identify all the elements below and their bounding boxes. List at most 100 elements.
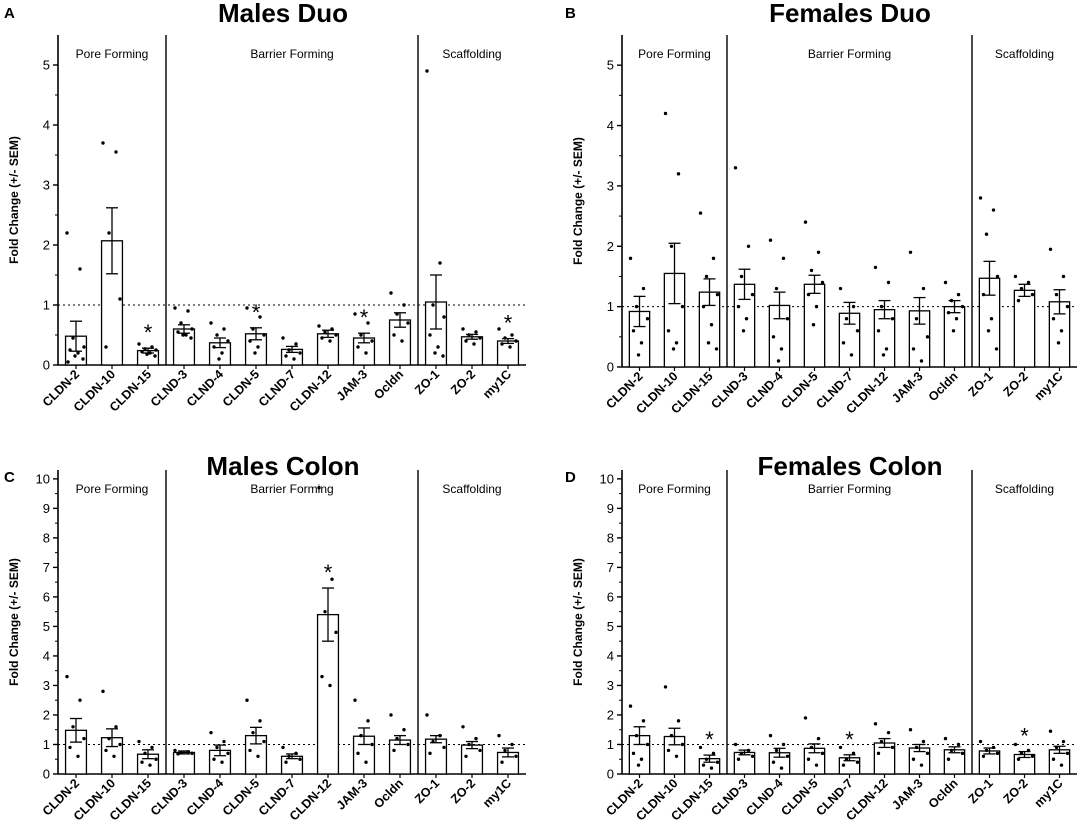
data-point <box>666 748 671 753</box>
data-point <box>436 345 440 349</box>
data-point <box>919 359 924 363</box>
data-point <box>816 250 821 255</box>
data-point <box>978 196 983 200</box>
x-tick-label: ZO-2 <box>448 776 478 806</box>
data-point <box>215 745 219 750</box>
data-point <box>876 751 881 756</box>
data-point <box>669 244 674 248</box>
data-point <box>392 333 396 337</box>
data-point <box>803 716 808 720</box>
data-point <box>140 760 144 764</box>
data-point <box>774 748 779 753</box>
x-tick-label: ZO-1 <box>966 369 996 399</box>
x-tick-label: JAM-3 <box>889 776 925 812</box>
y-tick-label: 9 <box>607 501 614 516</box>
data-point <box>402 728 406 732</box>
data-point <box>226 339 230 343</box>
data-point <box>960 304 965 309</box>
data-point <box>442 315 446 319</box>
data-point <box>628 256 633 261</box>
significance-star: * <box>845 727 854 752</box>
y-tick-label: 4 <box>43 118 50 133</box>
data-point <box>1026 748 1031 753</box>
y-tick-label: 8 <box>43 530 50 545</box>
data-point <box>674 341 679 345</box>
data-point <box>112 754 116 758</box>
data-point <box>1026 280 1031 285</box>
data-point <box>636 763 641 767</box>
bar <box>172 751 196 775</box>
data-point <box>1054 745 1059 750</box>
data-point <box>984 232 989 236</box>
data-point <box>680 304 685 309</box>
data-point <box>323 609 327 614</box>
data-point <box>433 351 437 355</box>
group-label: Pore Forming <box>76 482 149 496</box>
data-point <box>711 256 716 261</box>
data-point <box>292 357 296 361</box>
data-point <box>65 674 69 679</box>
data-point <box>943 736 948 741</box>
y-tick-label: 3 <box>607 678 614 693</box>
data-point <box>779 766 784 770</box>
data-point <box>281 336 285 340</box>
data-point <box>68 745 72 750</box>
data-point <box>671 347 676 351</box>
data-point <box>478 748 482 753</box>
data-point <box>392 748 396 753</box>
data-point <box>153 354 157 358</box>
y-tick-label: 3 <box>43 678 50 693</box>
data-point <box>715 292 720 297</box>
data-point <box>173 306 177 310</box>
data-point <box>356 751 360 756</box>
data-point <box>472 342 476 346</box>
data-point <box>189 336 193 340</box>
data-point <box>851 751 856 756</box>
data-point <box>78 698 82 702</box>
data-point <box>698 211 703 215</box>
group-label: Scaffolding <box>442 482 501 496</box>
data-point <box>698 745 703 750</box>
data-point <box>1019 751 1024 756</box>
data-point <box>68 348 72 352</box>
data-point <box>1051 317 1056 321</box>
significance-star: * <box>252 300 261 325</box>
data-point <box>768 238 773 242</box>
data-point <box>809 745 814 750</box>
panel-D: D Females Colon Fold Change (+/- SEM) 0 1 2 3 4… <box>565 451 1077 823</box>
data-point <box>370 339 374 343</box>
data-point <box>776 359 781 363</box>
data-point <box>284 760 288 764</box>
data-point <box>631 329 636 333</box>
data-point <box>774 286 779 291</box>
data-point <box>428 333 432 337</box>
data-point <box>212 345 216 349</box>
data-point <box>514 754 518 758</box>
data-point <box>785 317 790 321</box>
data-point <box>1019 286 1024 291</box>
data-point <box>222 739 226 744</box>
bar <box>424 738 448 775</box>
data-point <box>884 347 889 351</box>
data-point <box>733 742 738 747</box>
data-point <box>1059 329 1064 333</box>
data-point <box>925 751 930 756</box>
data-point <box>803 220 808 224</box>
y-tick-label: 5 <box>43 619 50 634</box>
data-point <box>220 760 224 764</box>
data-point <box>281 745 285 750</box>
data-point <box>1065 751 1070 756</box>
data-point <box>704 757 709 761</box>
data-point <box>428 751 432 756</box>
data-point <box>785 754 790 758</box>
y-tick-label: 2 <box>43 238 50 253</box>
data-point <box>911 347 916 351</box>
panel-letter: A <box>4 5 15 22</box>
data-point <box>1048 729 1053 733</box>
data-point <box>514 339 518 343</box>
group-label: Pore Forming <box>638 47 711 61</box>
data-point <box>636 353 641 357</box>
data-point <box>66 360 70 364</box>
y-tick-label: 8 <box>607 530 614 545</box>
